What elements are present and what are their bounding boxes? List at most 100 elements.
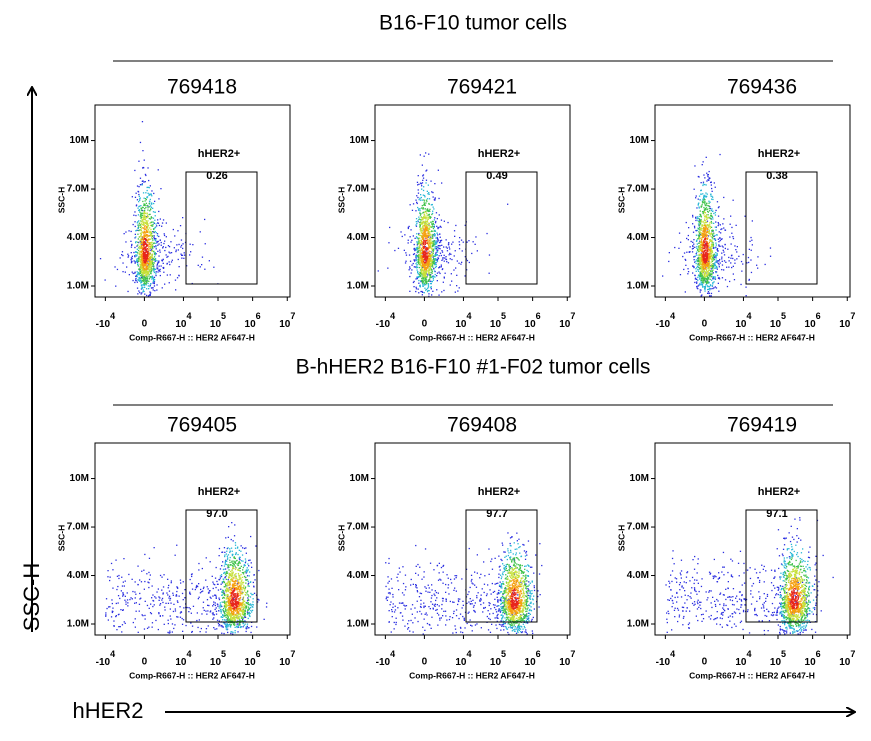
event-dot bbox=[144, 258, 146, 260]
event-dot bbox=[680, 241, 682, 243]
event-dot bbox=[418, 218, 420, 221]
event-dot bbox=[245, 569, 247, 571]
event-dot bbox=[122, 581, 124, 583]
event-dot bbox=[147, 282, 149, 285]
event-dot bbox=[141, 570, 143, 572]
event-dot bbox=[154, 258, 157, 260]
event-dot bbox=[705, 234, 707, 237]
event-dot bbox=[436, 218, 438, 220]
event-dot bbox=[155, 253, 157, 255]
event-dot bbox=[424, 256, 426, 258]
event-dot bbox=[435, 265, 437, 268]
event-dot bbox=[707, 286, 709, 288]
event-dot bbox=[404, 262, 407, 264]
event-dot bbox=[431, 191, 433, 193]
event-dot bbox=[435, 258, 437, 260]
event-dot bbox=[221, 594, 223, 596]
event-dot bbox=[707, 266, 709, 268]
event-dot bbox=[709, 201, 711, 203]
event-dot bbox=[417, 273, 419, 275]
event-dot bbox=[134, 233, 136, 235]
event-dot bbox=[701, 294, 703, 296]
event-dot bbox=[429, 225, 431, 227]
event-dot bbox=[708, 248, 710, 251]
event-dot bbox=[434, 234, 436, 236]
event-dot bbox=[690, 240, 692, 243]
event-dot bbox=[141, 208, 143, 210]
event-dot bbox=[435, 243, 438, 245]
event-dot bbox=[430, 258, 432, 260]
event-dot bbox=[703, 268, 705, 270]
event-dot bbox=[181, 257, 183, 259]
event-dot bbox=[168, 282, 170, 284]
event-dot bbox=[139, 255, 142, 258]
event-dot bbox=[133, 214, 135, 216]
event-dot bbox=[718, 206, 720, 208]
event-dot bbox=[169, 608, 171, 610]
event-dot bbox=[707, 274, 709, 276]
event-dot bbox=[712, 254, 715, 256]
event-dot bbox=[715, 254, 717, 256]
event-dot bbox=[138, 610, 140, 612]
event-dot bbox=[223, 581, 226, 584]
event-dot bbox=[251, 603, 253, 606]
event-dot bbox=[140, 240, 143, 243]
x-tick-label: 104 bbox=[175, 311, 191, 329]
event-dot bbox=[697, 279, 699, 281]
event-dot bbox=[697, 269, 699, 271]
event-dot bbox=[704, 238, 706, 240]
event-dot bbox=[698, 242, 700, 244]
event-dot bbox=[435, 248, 438, 250]
event-dot bbox=[248, 595, 250, 597]
event-dot bbox=[115, 285, 117, 287]
event-dot bbox=[704, 204, 707, 207]
event-dot bbox=[431, 226, 433, 228]
event-dot bbox=[702, 278, 704, 280]
event-dot bbox=[701, 227, 703, 229]
event-dot bbox=[702, 285, 704, 287]
event-dot bbox=[698, 195, 701, 197]
event-dot bbox=[149, 291, 151, 293]
event-dot bbox=[425, 238, 427, 240]
event-dot bbox=[152, 223, 154, 226]
event-dot bbox=[705, 207, 708, 209]
event-dot bbox=[245, 579, 247, 581]
event-dot bbox=[212, 618, 214, 620]
event-dot bbox=[145, 217, 147, 219]
event-dot bbox=[433, 241, 435, 243]
event-dot bbox=[439, 245, 441, 247]
event-dot bbox=[143, 275, 145, 277]
event-dot bbox=[424, 242, 427, 244]
y-tick-label: 1.0M bbox=[627, 281, 649, 292]
event-dot bbox=[143, 217, 145, 219]
event-dot bbox=[447, 262, 450, 264]
event-dot bbox=[419, 264, 422, 266]
event-dot bbox=[705, 247, 708, 249]
event-dot bbox=[695, 197, 697, 199]
event-dot bbox=[432, 276, 434, 278]
event-dot bbox=[152, 278, 154, 280]
event-dot bbox=[112, 610, 114, 613]
event-dot bbox=[430, 260, 432, 262]
event-dot bbox=[139, 598, 141, 600]
event-dot bbox=[721, 245, 723, 247]
event-dot bbox=[171, 259, 173, 261]
event-dot bbox=[730, 243, 732, 245]
event-dot bbox=[240, 565, 242, 567]
event-dot bbox=[151, 254, 153, 256]
event-dot bbox=[424, 281, 426, 284]
event-dot bbox=[136, 261, 139, 263]
event-dot bbox=[142, 206, 144, 209]
event-dot bbox=[424, 228, 426, 231]
event-dot bbox=[159, 604, 161, 606]
event-dot bbox=[174, 235, 176, 237]
event-dot bbox=[415, 199, 417, 201]
event-dot bbox=[436, 225, 438, 227]
event-dot bbox=[695, 217, 697, 219]
event-dot bbox=[147, 267, 150, 269]
event-dot bbox=[212, 605, 214, 607]
event-dot bbox=[427, 274, 429, 276]
event-dot bbox=[144, 231, 146, 233]
event-dot bbox=[147, 223, 149, 225]
event-dot bbox=[708, 246, 710, 248]
